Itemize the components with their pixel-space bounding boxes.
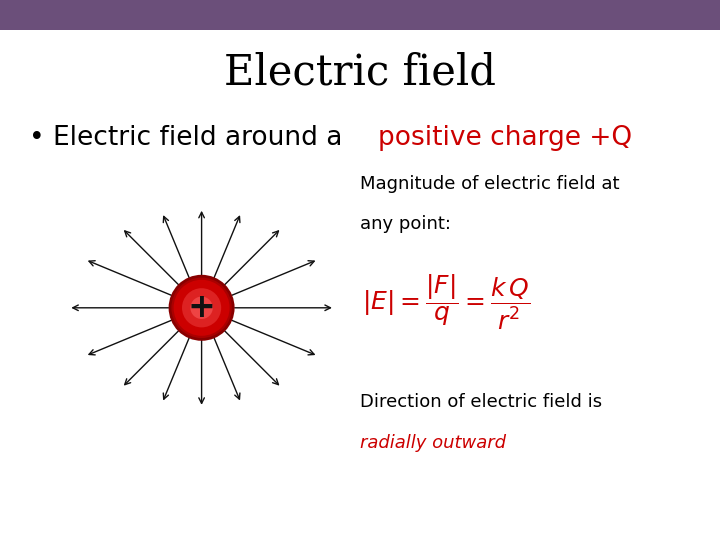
Ellipse shape bbox=[174, 280, 230, 336]
Text: +: + bbox=[188, 291, 215, 325]
Ellipse shape bbox=[170, 276, 233, 340]
Ellipse shape bbox=[182, 288, 221, 327]
Ellipse shape bbox=[190, 296, 213, 319]
Text: any point:: any point: bbox=[360, 215, 451, 233]
Text: Magnitude of electric field at: Magnitude of electric field at bbox=[360, 174, 619, 193]
Text: radially outward: radially outward bbox=[360, 434, 506, 452]
Text: Electric field: Electric field bbox=[224, 52, 496, 94]
Text: $|E| = \dfrac{|F|}{q} = \dfrac{k\,Q}{r^2}$: $|E| = \dfrac{|F|}{q} = \dfrac{k\,Q}{r^2… bbox=[362, 273, 531, 332]
Text: • Electric field around a: • Electric field around a bbox=[29, 125, 351, 151]
Bar bbox=[0, 0, 720, 30]
Text: positive charge +Q: positive charge +Q bbox=[378, 125, 632, 151]
Text: Direction of electric field is: Direction of electric field is bbox=[360, 393, 602, 411]
